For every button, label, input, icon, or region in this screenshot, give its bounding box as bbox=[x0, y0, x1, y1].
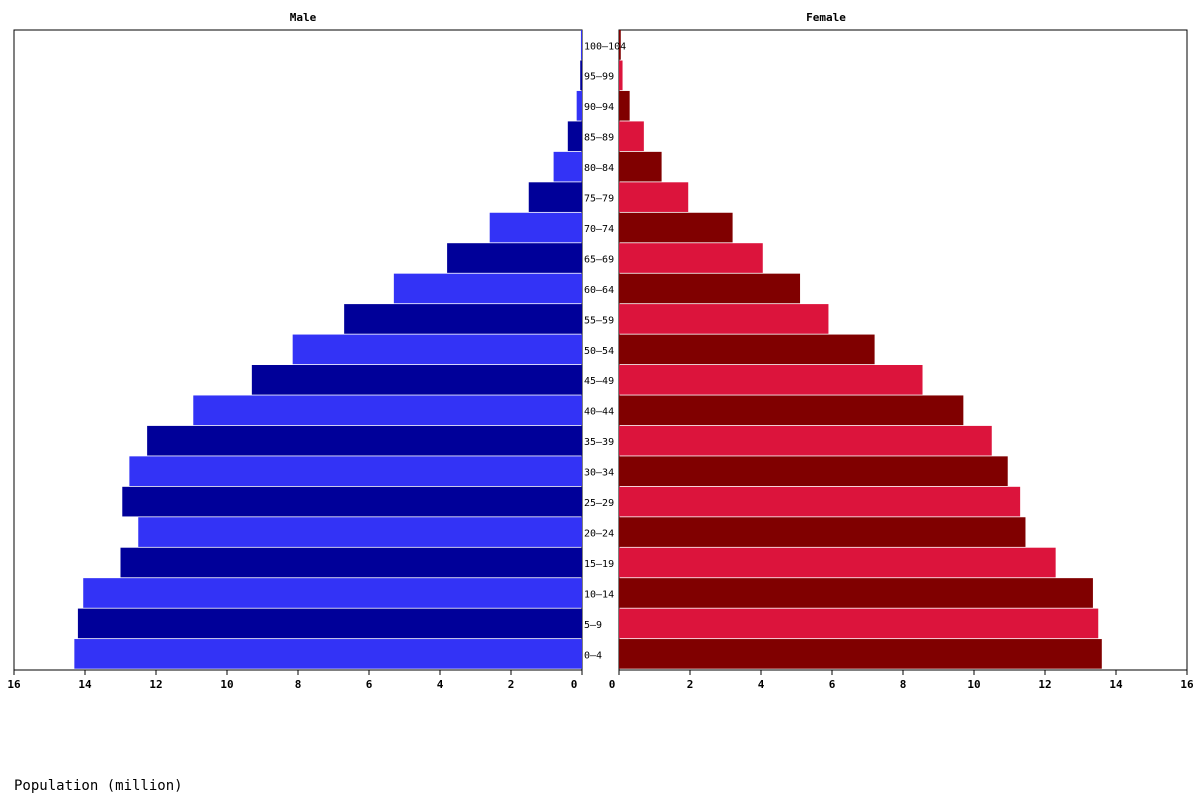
female-panel: Female 0 2 4 6 8 10 12 14 16 bbox=[609, 11, 1194, 691]
male-bar-50-54 bbox=[292, 334, 582, 365]
female-bar-80-84 bbox=[619, 151, 662, 182]
male-tick-label-16: 16 bbox=[7, 678, 21, 691]
age-label-25-29: 25–29 bbox=[584, 498, 614, 509]
age-label-55-59: 55–59 bbox=[584, 315, 614, 326]
female-tick-label-6: 6 bbox=[829, 678, 836, 691]
female-bar-20-24 bbox=[619, 517, 1026, 547]
age-label-100-104: 100–104 bbox=[584, 41, 626, 52]
age-label-60-64: 60–64 bbox=[584, 285, 614, 296]
male-tick-label-4: 4 bbox=[437, 678, 444, 691]
female-bar-60-64 bbox=[619, 273, 801, 304]
male-tick-label-10: 10 bbox=[220, 678, 233, 691]
age-label-40-44: 40–44 bbox=[584, 407, 614, 418]
male-tick-label-12: 12 bbox=[149, 678, 162, 691]
female-tick-label-4: 4 bbox=[758, 678, 765, 691]
female-tick-label-12: 12 bbox=[1038, 678, 1051, 691]
female-bar-0-4 bbox=[619, 639, 1102, 669]
male-bar-95-99 bbox=[580, 60, 582, 91]
female-tick-label-14: 14 bbox=[1109, 678, 1123, 691]
female-bar-95-99 bbox=[619, 60, 623, 91]
male-bar-55-59 bbox=[344, 304, 582, 334]
age-label-20-24: 20–24 bbox=[584, 528, 614, 539]
female-axis-ticks: 0 2 4 6 8 10 12 14 16 bbox=[609, 670, 1194, 691]
age-label-70-74: 70–74 bbox=[584, 224, 614, 235]
male-tick-label-14: 14 bbox=[78, 678, 92, 691]
age-group-labels: 0–4 5–9 10–14 15–19 20–24 25–29 30–34 35–39 40–4… bbox=[584, 41, 626, 661]
male-tick-label-2: 2 bbox=[508, 678, 515, 691]
female-tick-label-0: 0 bbox=[609, 678, 616, 691]
female-bar-30-34 bbox=[619, 456, 1008, 486]
male-bar-30-34 bbox=[129, 456, 582, 486]
female-bar-40-44 bbox=[619, 395, 964, 426]
male-bar-25-29 bbox=[122, 486, 583, 517]
female-bar-25-29 bbox=[619, 486, 1021, 517]
female-bar-75-79 bbox=[619, 182, 689, 212]
female-bar-10-14 bbox=[619, 578, 1093, 608]
male-panel-title: Male bbox=[290, 11, 317, 24]
female-panel-title: Female bbox=[806, 11, 846, 24]
male-bar-45-49 bbox=[251, 365, 582, 395]
male-bar-35-39 bbox=[147, 425, 582, 456]
x-axis-title: Population (million) bbox=[14, 778, 183, 794]
male-bar-60-64 bbox=[393, 273, 582, 304]
age-label-75-79: 75–79 bbox=[584, 194, 614, 205]
male-bar-90-94 bbox=[576, 90, 582, 121]
age-label-35-39: 35–39 bbox=[584, 437, 614, 448]
age-label-5-9: 5–9 bbox=[584, 620, 602, 631]
female-tick-label-10: 10 bbox=[967, 678, 980, 691]
age-label-95-99: 95–99 bbox=[584, 72, 614, 83]
male-tick-label-0: 0 bbox=[571, 678, 578, 691]
male-bars bbox=[74, 30, 583, 669]
age-label-15-19: 15–19 bbox=[584, 559, 614, 570]
male-bar-0-4 bbox=[74, 639, 582, 669]
female-bar-35-39 bbox=[619, 425, 992, 456]
male-bar-15-19 bbox=[120, 547, 582, 578]
age-label-65-69: 65–69 bbox=[584, 254, 614, 265]
male-bar-5-9 bbox=[77, 608, 583, 639]
age-label-30-34: 30–34 bbox=[584, 468, 614, 479]
female-bars bbox=[619, 30, 1102, 669]
female-tick-label-8: 8 bbox=[900, 678, 907, 691]
female-bar-100-104 bbox=[619, 30, 621, 60]
female-bar-90-94 bbox=[619, 90, 630, 121]
male-bar-65-69 bbox=[447, 243, 582, 273]
male-bar-85-89 bbox=[567, 121, 582, 152]
male-bar-20-24 bbox=[138, 517, 582, 547]
male-axis-ticks: 0 2 4 6 8 10 12 14 16 bbox=[7, 670, 583, 691]
female-bar-70-74 bbox=[619, 212, 733, 243]
male-bar-70-74 bbox=[489, 212, 582, 243]
male-bar-80-84 bbox=[553, 151, 582, 182]
age-label-80-84: 80–84 bbox=[584, 163, 614, 174]
female-bar-85-89 bbox=[619, 121, 644, 152]
male-bar-75-79 bbox=[528, 182, 582, 212]
male-bar-100-104 bbox=[580, 30, 582, 60]
male-bar-10-14 bbox=[83, 578, 582, 608]
age-label-0-4: 0–4 bbox=[584, 650, 602, 661]
age-label-45-49: 45–49 bbox=[584, 376, 614, 387]
female-bar-55-59 bbox=[619, 304, 829, 334]
male-bar-40-44 bbox=[193, 395, 582, 426]
female-bar-15-19 bbox=[619, 547, 1056, 578]
female-bar-45-49 bbox=[619, 365, 923, 395]
age-label-90-94: 90–94 bbox=[584, 102, 614, 113]
female-bar-50-54 bbox=[619, 334, 875, 365]
age-label-10-14: 10–14 bbox=[584, 589, 614, 600]
female-bar-5-9 bbox=[619, 608, 1099, 639]
male-tick-label-6: 6 bbox=[366, 678, 373, 691]
female-bar-65-69 bbox=[619, 243, 763, 273]
female-tick-label-2: 2 bbox=[687, 678, 694, 691]
male-panel: Male 0 2 4 6 8 10 12 14 16 bbox=[7, 11, 583, 691]
male-tick-label-8: 8 bbox=[295, 678, 302, 691]
female-tick-label-16: 16 bbox=[1180, 678, 1194, 691]
age-label-85-89: 85–89 bbox=[584, 133, 614, 144]
age-label-50-54: 50–54 bbox=[584, 346, 614, 357]
